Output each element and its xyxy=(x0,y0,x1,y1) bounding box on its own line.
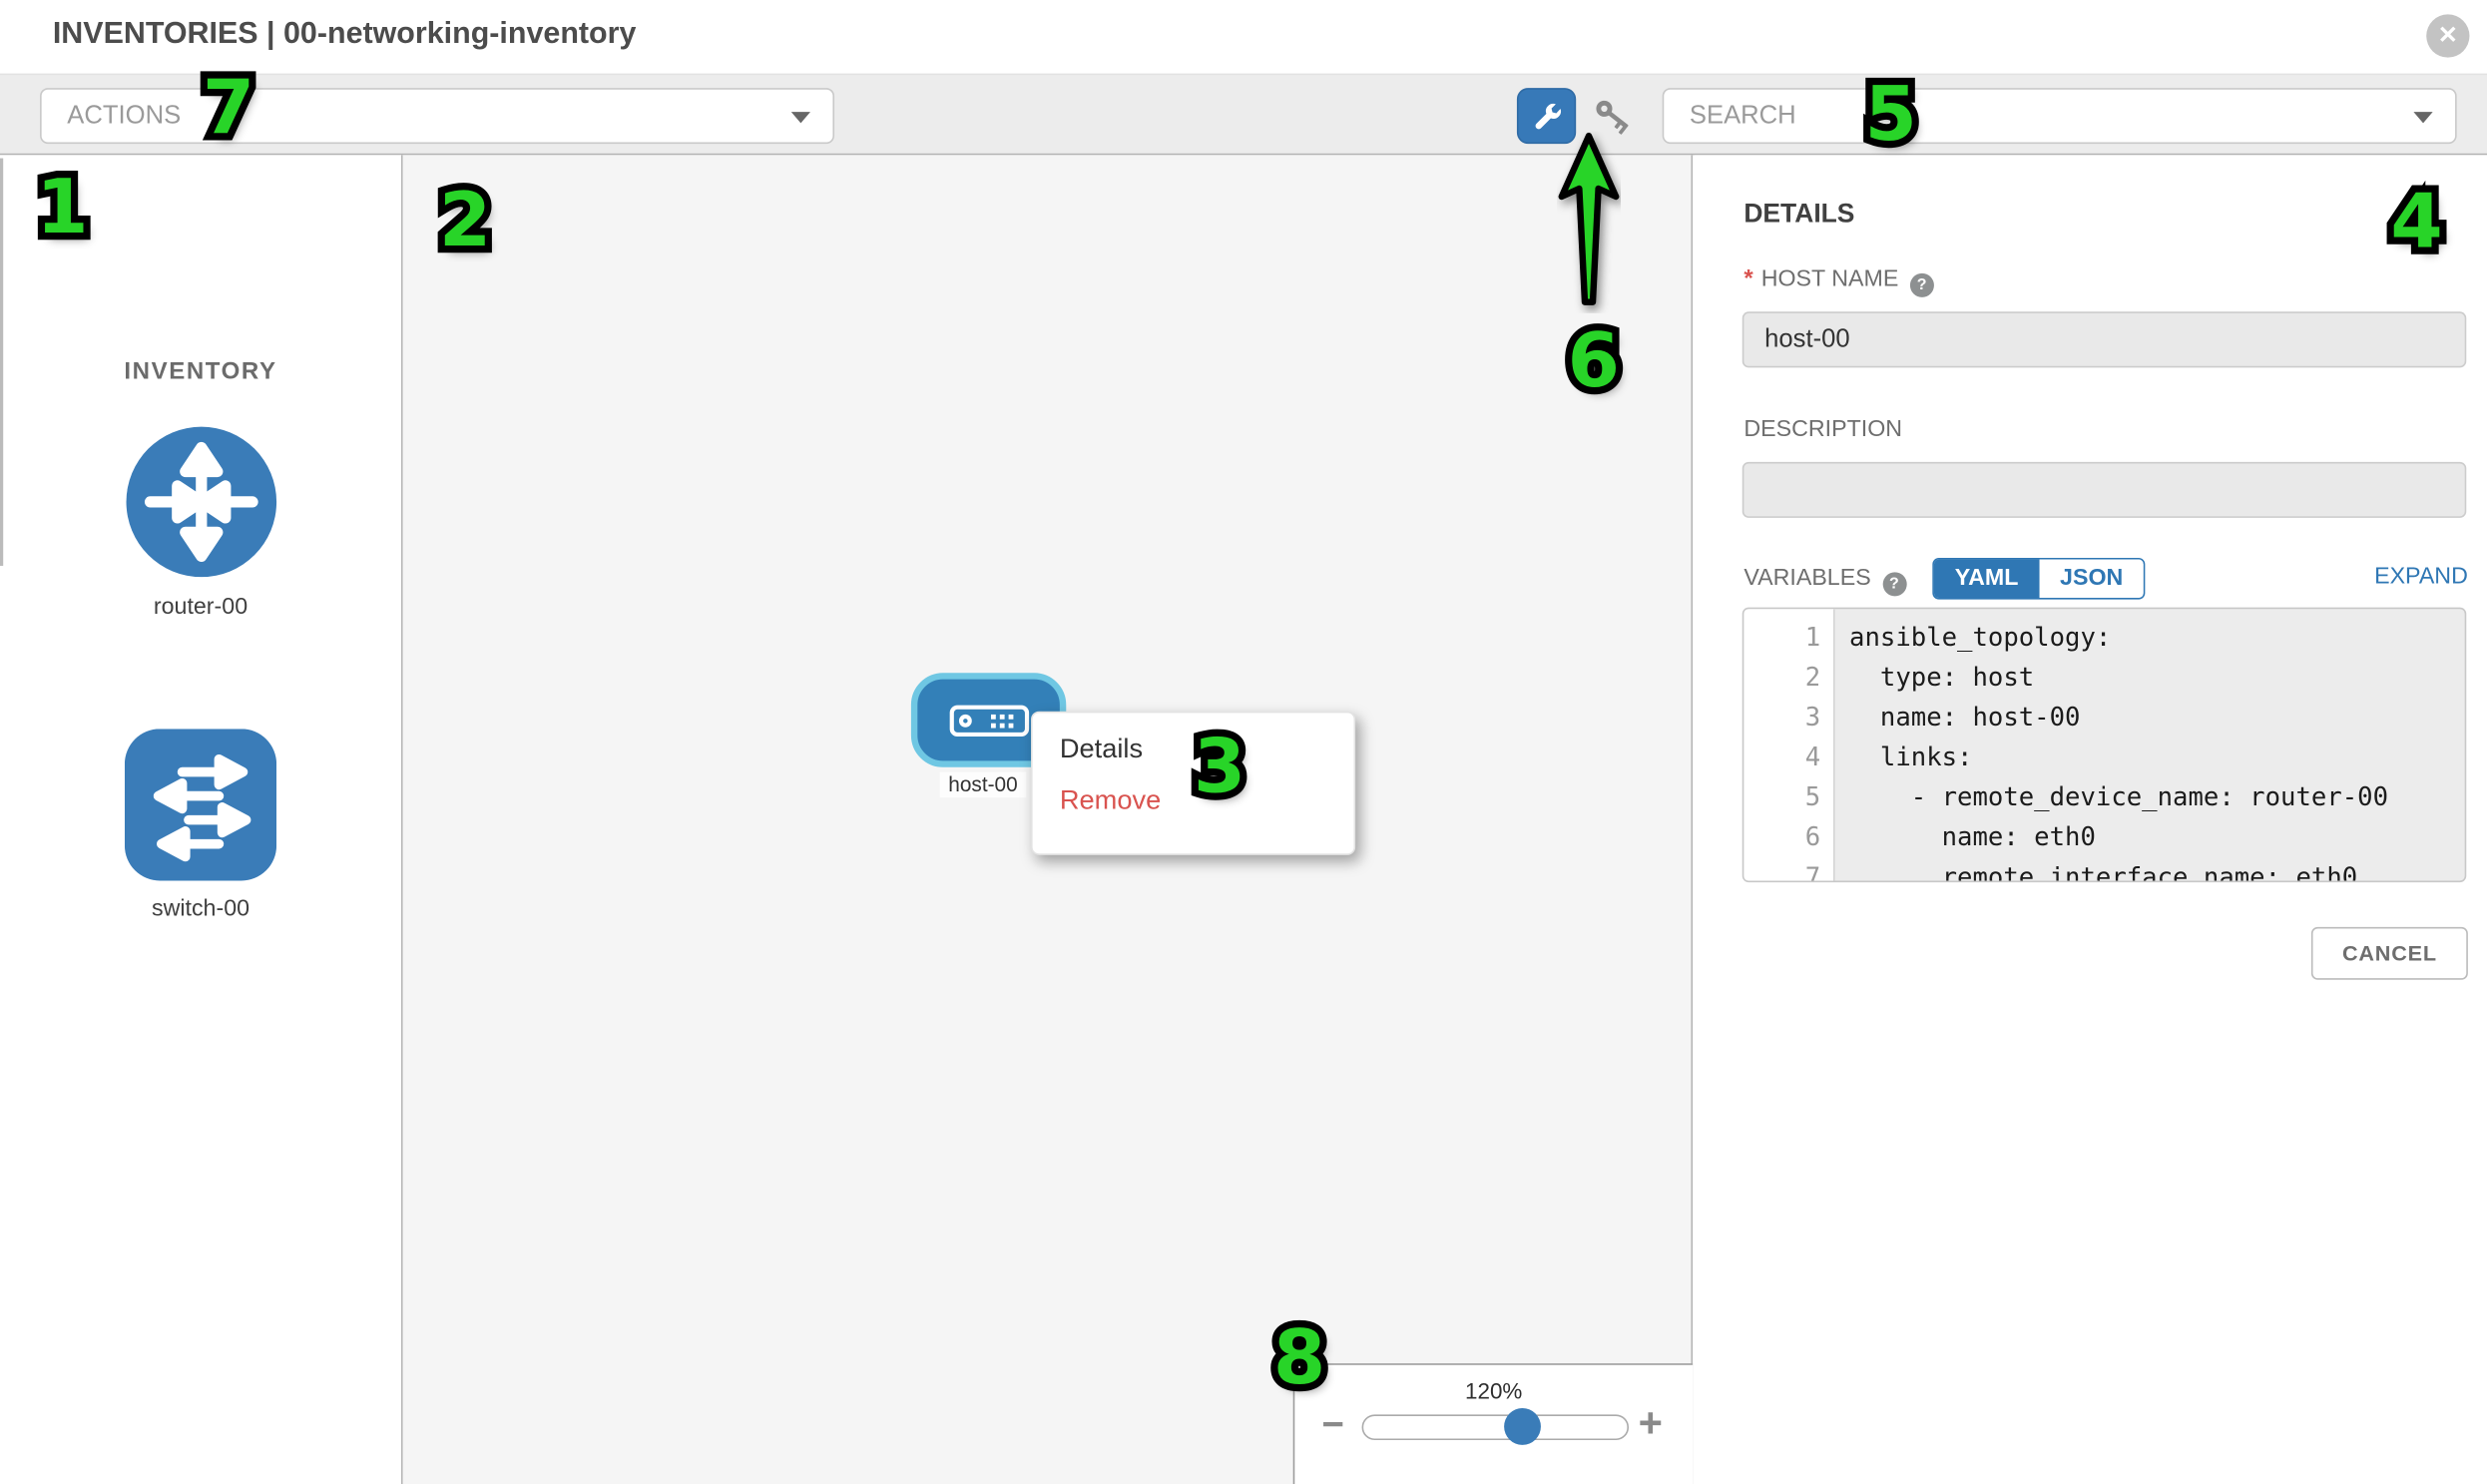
zoom-in-button[interactable]: + xyxy=(1638,1398,1663,1447)
line-number: 7 xyxy=(1804,861,1821,883)
toggle-yaml[interactable]: YAML xyxy=(1933,559,2040,598)
editor-code[interactable]: ansible_topology: type: host name: host-… xyxy=(1835,609,2465,883)
host-name-label: HOST NAME xyxy=(1760,266,1899,293)
palette-item-router[interactable]: router-00 xyxy=(0,425,401,620)
required-marker: * xyxy=(1743,264,1753,293)
help-icon[interactable]: ? xyxy=(1881,572,1906,597)
key-icon[interactable] xyxy=(1592,93,1637,138)
palette-item-label: router-00 xyxy=(153,594,249,621)
search-dropdown-label: SEARCH xyxy=(1689,101,1796,129)
line-number: 1 xyxy=(1804,622,1821,653)
format-toggle: YAML JSON xyxy=(1932,557,2146,600)
toggle-json[interactable]: JSON xyxy=(2039,559,2145,598)
details-title: DETAILS xyxy=(1743,200,1855,230)
zoom-slider-track[interactable] xyxy=(1361,1408,1630,1445)
code-line: links: xyxy=(1849,742,1973,772)
annotation-arrow-up-icon xyxy=(1558,132,1620,305)
annotation-6: 6 xyxy=(1568,323,1620,398)
wrench-icon xyxy=(1534,103,1561,129)
line-number: 5 xyxy=(1804,781,1821,812)
zoom-percent-value: 120% xyxy=(1465,1377,1523,1404)
actions-dropdown-label: ACTIONS xyxy=(67,101,182,129)
menu-item-details[interactable]: Details xyxy=(1059,734,1144,764)
code-line: remote_interface_name: eth0 xyxy=(1849,861,2358,883)
toolbar: ACTIONS SEARCH xyxy=(0,73,2487,156)
description-label-row: DESCRIPTION xyxy=(1743,415,1902,444)
code-line: ansible_topology: xyxy=(1849,622,2112,653)
expand-link[interactable]: EXPAND xyxy=(2374,564,2468,590)
page-header: INVENTORIES | 00-networking-inventory ✕ xyxy=(0,0,2487,74)
actions-dropdown[interactable]: ACTIONS xyxy=(40,88,835,145)
topology-canvas[interactable]: host-00 Details Remove 120% − + xyxy=(402,155,1694,1484)
zoom-control-panel: 120% − + xyxy=(1292,1363,1694,1484)
key-icon-glyph xyxy=(1596,100,1629,135)
line-number: 3 xyxy=(1804,702,1821,733)
code-line: name: host-00 xyxy=(1849,702,2081,733)
palette-item-switch[interactable]: switch-00 xyxy=(0,729,401,922)
cancel-button[interactable]: CANCEL xyxy=(2310,926,2468,980)
variables-label: VARIABLES xyxy=(1743,565,1871,592)
close-icon: ✕ xyxy=(2437,22,2458,50)
annotation-5: 5 xyxy=(1865,78,1917,153)
annotation-7: 7 xyxy=(203,71,254,146)
description-input[interactable] xyxy=(1741,461,2467,518)
line-number: 4 xyxy=(1804,742,1821,772)
code-line: - remote_device_name: router-00 xyxy=(1849,781,2389,812)
code-line: type: host xyxy=(1849,662,2035,693)
annotation-4: 4 xyxy=(2390,185,2442,259)
inventory-sidebar-title: INVENTORY xyxy=(124,357,277,385)
annotation-8: 8 xyxy=(1273,1321,1325,1396)
annotation-2: 2 xyxy=(439,183,491,257)
search-dropdown[interactable]: SEARCH xyxy=(1662,88,2457,145)
annotation-3: 3 xyxy=(1194,730,1245,804)
close-button[interactable]: ✕ xyxy=(2426,14,2470,58)
router-icon xyxy=(125,426,276,578)
details-panel: DETAILS * HOST NAME? DESCRIPTION VARIABLE… xyxy=(1694,155,2487,1484)
zoom-slider-thumb[interactable] xyxy=(1504,1408,1541,1445)
sidebar-edge-divider xyxy=(0,158,4,566)
annotation-1: 1 xyxy=(36,171,88,246)
caret-down-icon xyxy=(790,112,811,124)
menu-item-remove[interactable]: Remove xyxy=(1059,784,1162,815)
switch-icon xyxy=(124,729,277,881)
zoom-out-button[interactable]: − xyxy=(1321,1403,1344,1447)
palette-item-label: switch-00 xyxy=(151,896,250,923)
line-number: 6 xyxy=(1804,821,1821,852)
editor-gutter: 1 2 3 4 5 6 7 xyxy=(1743,609,1835,883)
variables-editor[interactable]: 1 2 3 4 5 6 7 ansible_topology: type: ho… xyxy=(1741,607,2467,883)
caret-down-icon xyxy=(2413,112,2433,124)
host-name-label-row: * HOST NAME? xyxy=(1743,264,1934,297)
variables-row: VARIABLES? YAML JSON EXPAND xyxy=(1743,557,2468,609)
host-icon xyxy=(948,704,1029,737)
description-label: DESCRIPTION xyxy=(1743,417,1903,443)
inventory-sidebar: INVENTORY router-00 xyxy=(0,155,403,1484)
page-title: INVENTORIES | 00-networking-inventory xyxy=(52,17,637,52)
line-number: 2 xyxy=(1804,662,1821,693)
host-name-input[interactable] xyxy=(1741,311,2467,368)
toolbox-button[interactable] xyxy=(1516,88,1577,145)
help-icon[interactable]: ? xyxy=(1909,272,1934,297)
host-node-label: host-00 xyxy=(939,771,1027,798)
code-line: name: eth0 xyxy=(1849,821,2096,852)
